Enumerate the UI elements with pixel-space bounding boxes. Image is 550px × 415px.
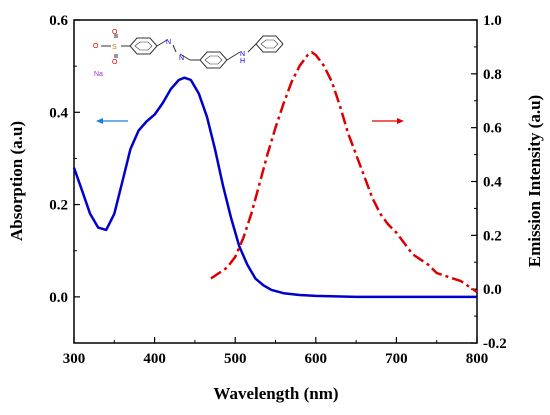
svg-text:N: N <box>166 39 171 46</box>
svg-text:O: O <box>112 29 118 36</box>
y-right-tick-label: 0.8 <box>483 67 502 83</box>
right-axis-arrow <box>372 118 404 124</box>
x-tick-label: 400 <box>143 351 166 367</box>
y-right-tick-label: -0.2 <box>483 336 507 352</box>
x-axis-title: Wavelength (nm) <box>213 384 338 403</box>
y-right-tick-label: 0.4 <box>483 175 502 191</box>
x-tick-label: 600 <box>305 351 328 367</box>
x-tick-label: 500 <box>224 351 247 367</box>
y-left-tick-label: 0.4 <box>49 105 68 121</box>
svg-text:N: N <box>240 51 245 58</box>
y-left-axis-title: Absorption (a.u) <box>7 121 26 241</box>
y-right-tick-label: 1.0 <box>483 13 502 29</box>
svg-text:H: H <box>240 58 245 65</box>
svg-text:Na: Na <box>94 71 103 78</box>
absorption-series-line <box>72 76 477 299</box>
ticks-layer: 300 400 500 600 700 800 0.0 0.2 0.4 0.6 -0.2 0.0 0.2… <box>49 13 507 367</box>
y-right-tick-label: 0.2 <box>483 228 502 244</box>
y-right-tick-label: 0.0 <box>483 282 502 298</box>
emission-series-line <box>210 51 478 293</box>
x-tick-label: 800 <box>466 351 489 367</box>
svg-text:S: S <box>112 44 117 51</box>
x-tick-label: 700 <box>385 351 408 367</box>
molecule-structure-icon <box>101 34 284 69</box>
y-left-tick-label: 0.6 <box>49 13 68 29</box>
svg-text:O: O <box>112 59 118 66</box>
x-tick-label: 300 <box>63 351 86 367</box>
y-left-tick-label: 0.2 <box>49 198 68 214</box>
y-right-tick-label: 0.6 <box>483 121 502 137</box>
molecule-labels: O S O O Na N N N H <box>93 29 245 78</box>
y-right-axis-title: Emission Intensity (a.u) <box>525 95 544 267</box>
svg-text:N: N <box>179 55 184 62</box>
svg-text:O: O <box>93 43 99 50</box>
series-layer <box>72 51 478 299</box>
plot-frame <box>73 19 478 344</box>
y-left-tick-label: 0.0 <box>49 290 68 306</box>
left-axis-arrow <box>96 118 128 124</box>
